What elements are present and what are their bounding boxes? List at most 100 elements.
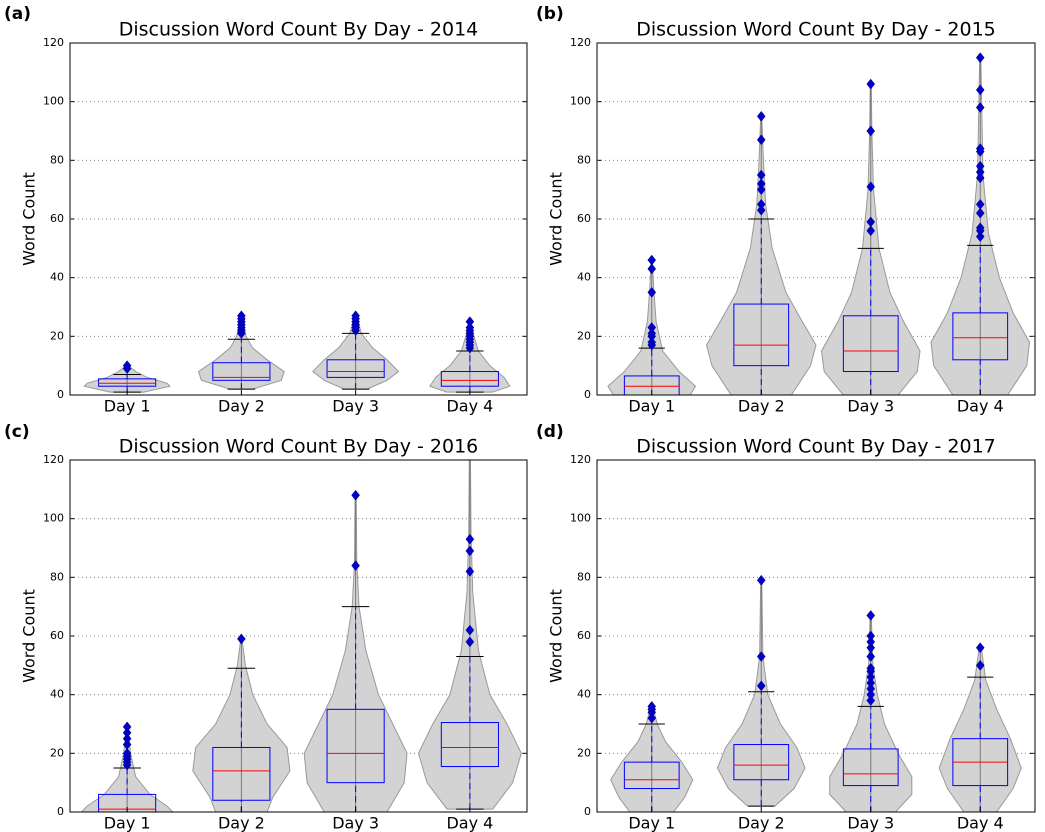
x-tick-label: Day 4 <box>446 397 493 416</box>
outlier <box>866 181 876 193</box>
x-tick-label: Day 1 <box>628 814 675 832</box>
x-tick-label: Day 3 <box>847 814 894 832</box>
chart-title: Discussion Word Count By Day - 2017 <box>636 436 996 458</box>
box <box>212 746 271 801</box>
y-tick-label: 20 <box>50 746 64 759</box>
outlier <box>756 574 766 586</box>
plot-area <box>80 459 522 813</box>
outlier <box>122 747 132 759</box>
outlier <box>866 677 876 689</box>
y-tick-label: 80 <box>577 570 591 583</box>
outlier <box>465 545 475 557</box>
outlier <box>122 733 132 745</box>
y-tick-label: 80 <box>50 153 64 166</box>
outlier <box>756 110 766 122</box>
outlier <box>975 198 985 210</box>
y-tick-label: 100 <box>570 95 591 108</box>
outlier <box>756 169 766 181</box>
outlier <box>756 680 766 692</box>
y-tick-label: 100 <box>43 95 64 108</box>
outlier <box>756 134 766 146</box>
outlier <box>351 310 360 322</box>
outlier <box>647 327 657 339</box>
x-tick-label: Day 3 <box>332 397 379 416</box>
outlier <box>975 52 985 64</box>
outlier <box>647 286 657 298</box>
y-tick-label: 0 <box>584 388 591 401</box>
panel-label: (c) <box>4 422 30 442</box>
y-tick-label: 120 <box>570 453 591 466</box>
y-tick-label: 80 <box>50 570 64 583</box>
outlier <box>122 721 132 733</box>
outlier <box>465 316 475 328</box>
outlier <box>647 336 657 348</box>
x-tick-label: Day 3 <box>332 814 379 832</box>
axes-frame <box>69 42 528 396</box>
x-tick-label: Day 2 <box>738 814 785 832</box>
panel: (b) Discussion Word Count By Day - 2015 Wo… <box>536 4 1036 416</box>
outlier <box>351 489 360 501</box>
y-tick-label: 40 <box>50 688 64 701</box>
outlier <box>866 695 876 706</box>
panel: (d) Discussion Word Count By Day - 2017 Wo… <box>536 422 1036 832</box>
outlier <box>756 198 766 210</box>
box <box>326 359 385 378</box>
y-tick-label: 0 <box>57 805 64 818</box>
outlier <box>122 739 132 750</box>
x-tick-label: Day 3 <box>847 397 894 416</box>
outlier <box>975 172 985 184</box>
plot-area <box>610 574 1022 813</box>
y-tick-label: 100 <box>43 512 64 525</box>
plot-area <box>607 52 1031 396</box>
outlier <box>465 636 475 648</box>
outlier <box>122 360 132 372</box>
y-tick-label: 120 <box>43 453 64 466</box>
outlier <box>866 651 876 662</box>
outlier <box>866 671 876 683</box>
axes-frame <box>69 459 528 813</box>
outlier <box>647 263 657 275</box>
outlier <box>465 533 475 545</box>
outlier <box>975 160 985 172</box>
outlier <box>756 204 766 216</box>
x-tick-label: Day 1 <box>628 397 675 416</box>
outlier <box>122 727 132 739</box>
y-tick-label: 20 <box>50 329 64 342</box>
outlier <box>975 143 985 155</box>
box <box>733 303 790 367</box>
outlier <box>647 700 657 712</box>
outlier <box>866 683 876 695</box>
box <box>952 312 1009 361</box>
y-tick-label: 100 <box>570 512 591 525</box>
outlier <box>975 222 985 234</box>
outlier <box>647 254 657 266</box>
outlier <box>975 207 985 219</box>
outlier <box>465 624 475 636</box>
y-tick-label: 60 <box>50 212 64 225</box>
outlier <box>866 610 876 621</box>
panel: (c) Discussion Word Count By Day - 2016 Wo… <box>4 422 528 832</box>
box <box>733 744 790 781</box>
y-tick-label: 20 <box>577 746 591 759</box>
y-tick-label: 40 <box>577 688 591 701</box>
chart-title: Discussion Word Count By Day - 2015 <box>636 19 996 41</box>
outlier <box>975 659 985 671</box>
outlier <box>866 630 876 642</box>
box <box>212 362 271 381</box>
box <box>98 378 157 387</box>
box <box>623 761 680 790</box>
panel: (a) Discussion Word Count By Day - 2014 Wo… <box>4 4 528 416</box>
outlier <box>866 78 876 90</box>
outlier <box>756 184 766 196</box>
outlier <box>866 642 876 654</box>
x-tick-label: Day 2 <box>218 397 265 416</box>
box <box>842 315 899 373</box>
outlier <box>975 231 985 243</box>
panel-label: (d) <box>536 422 564 442</box>
box <box>842 748 899 787</box>
box <box>440 371 499 387</box>
outlier <box>866 689 876 701</box>
chart-title: Discussion Word Count By Day - 2014 <box>119 19 479 41</box>
y-tick-label: 40 <box>577 271 591 284</box>
